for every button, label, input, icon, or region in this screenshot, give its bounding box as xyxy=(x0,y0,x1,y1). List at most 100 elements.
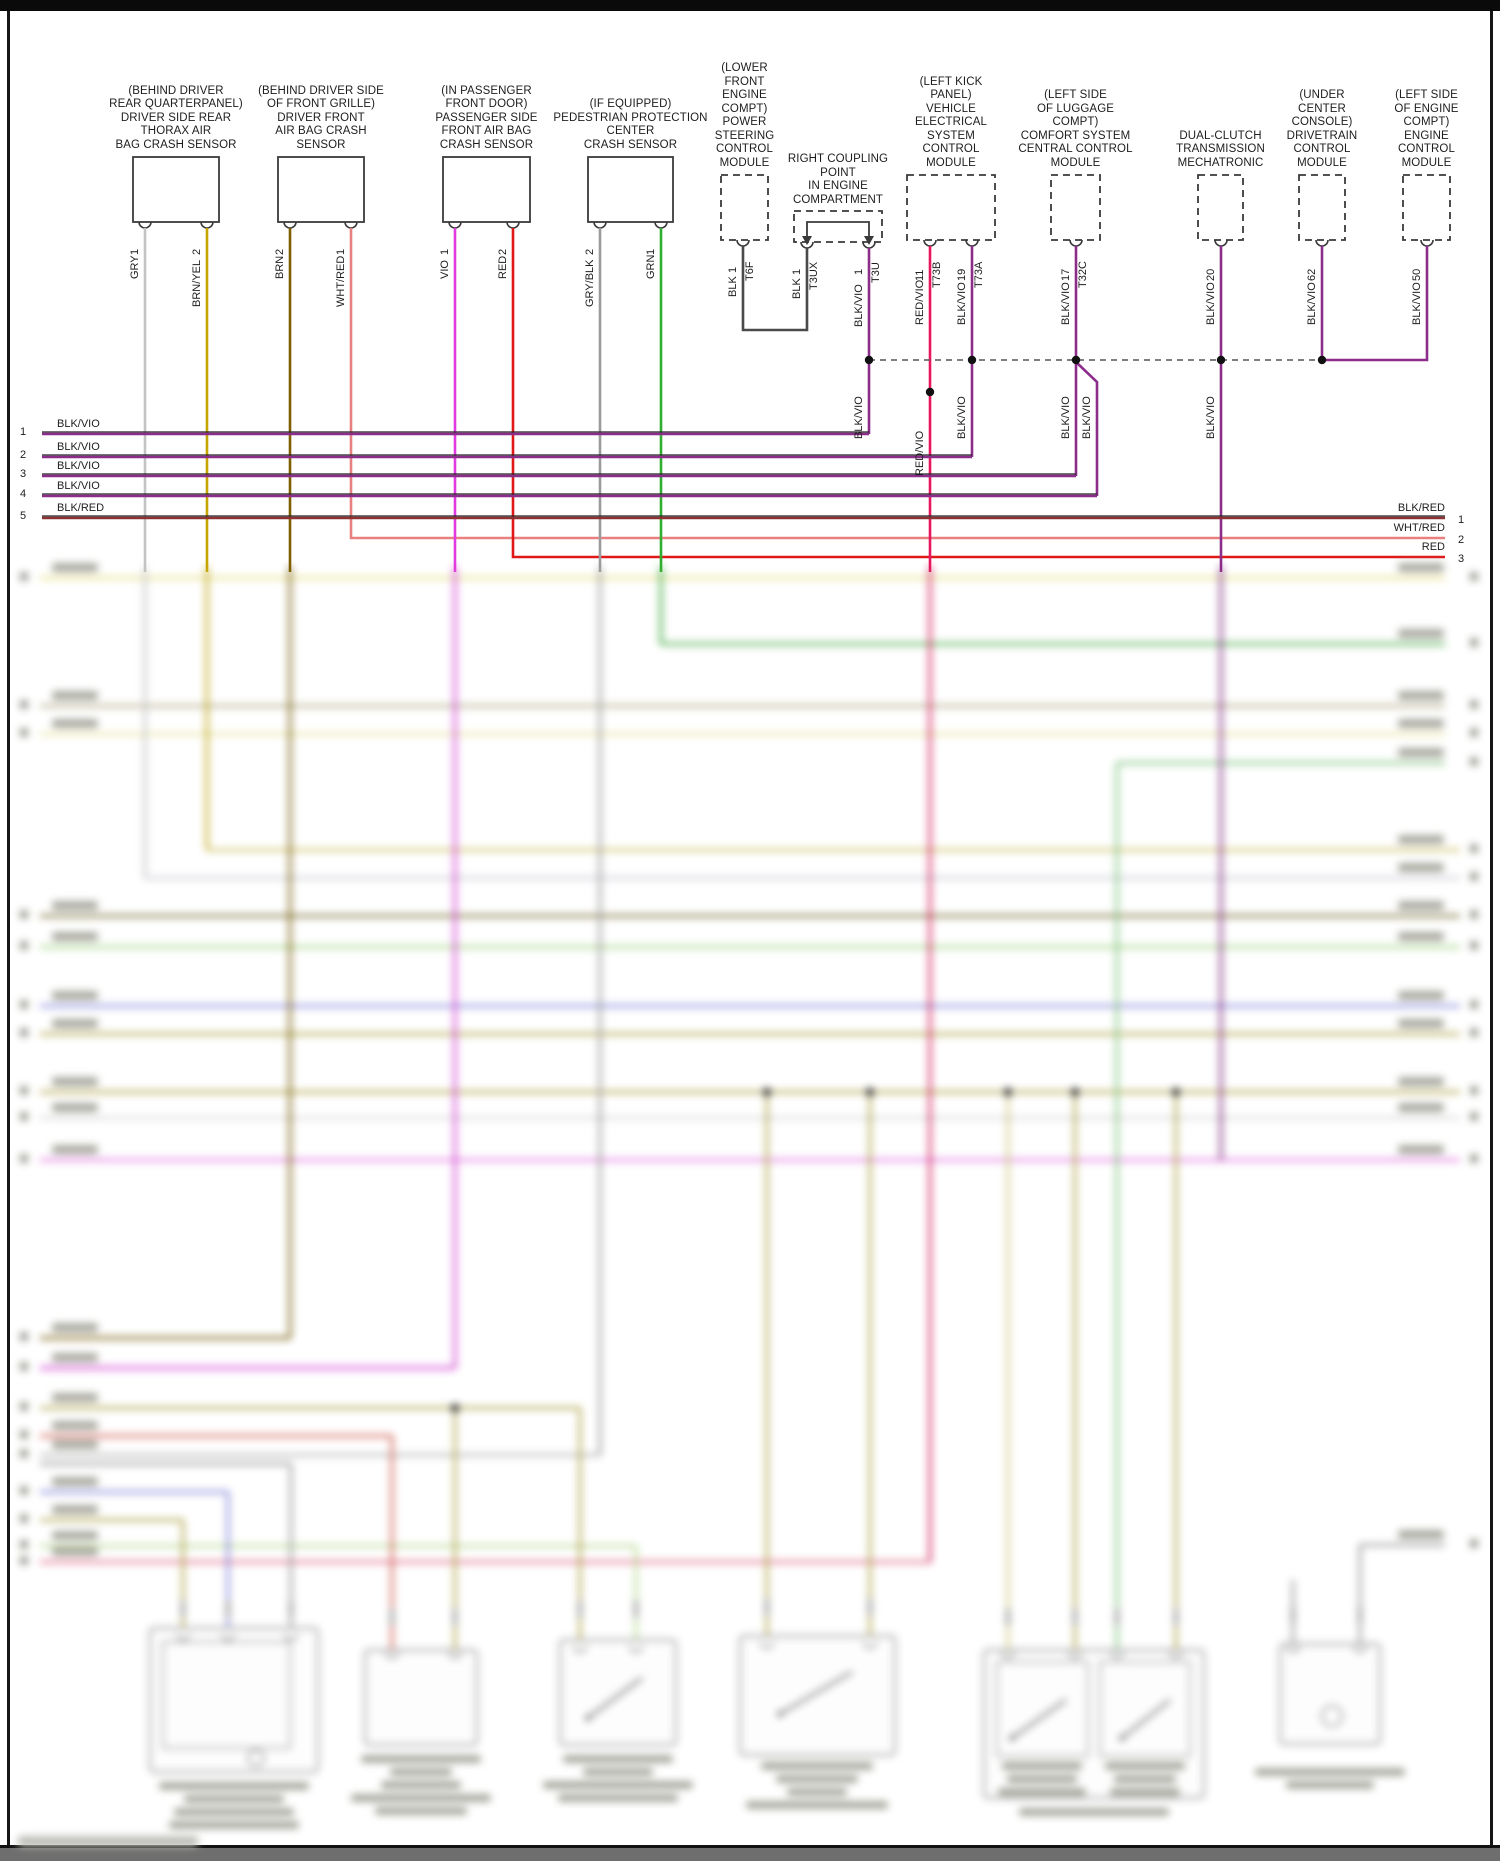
caption-blob xyxy=(169,1821,299,1829)
inline-connector-icon xyxy=(867,1598,873,1616)
component-title-line: (BEHIND DRIVER SIDE xyxy=(258,84,384,97)
wire-color-label: BLK/VIO xyxy=(956,281,968,325)
component-box xyxy=(442,156,531,223)
label-blob xyxy=(1398,691,1444,700)
label-blob xyxy=(52,1547,98,1556)
wire-color-label: GRY/BLK xyxy=(584,259,596,307)
pin-number-label: 19 xyxy=(956,268,968,281)
wire-color-label: BLK/VIO xyxy=(853,283,865,327)
component-title-line: VEHICLE xyxy=(926,102,976,115)
number-blob xyxy=(1470,638,1478,647)
component-title-line: (LEFT KICK xyxy=(919,75,983,88)
number-blob xyxy=(20,1486,28,1495)
component-title-line: SYSTEM xyxy=(927,129,975,142)
pin-cup xyxy=(284,1633,298,1641)
component-title: (UNDER CENTER CONSOLE) DRIVETRAIN CONTROL MOD… xyxy=(1274,89,1370,170)
wire-color-label: GRN xyxy=(645,254,657,280)
pin-number-label: 1 xyxy=(727,266,739,273)
wire-color-label: BLK/VIO xyxy=(853,395,865,439)
component-box xyxy=(793,210,883,243)
component-title: (LEFT SIDE OF LUGGAGE COMPT) COMFORT SYSTEM… xyxy=(1012,89,1140,170)
number-blob xyxy=(20,1514,28,1523)
label-blob xyxy=(1398,1145,1444,1154)
wire-color-label: BLK/VIO xyxy=(1306,281,1318,325)
switch-lever-icon xyxy=(1121,1698,1171,1740)
caption-blob xyxy=(375,1807,467,1815)
component-title-line: ENGINE xyxy=(722,89,767,101)
component-title-line: DRIVER FRONT xyxy=(277,111,365,124)
pin-cup xyxy=(1001,1651,1015,1659)
pin-number-label: 2 xyxy=(584,248,596,255)
inline-connector-icon xyxy=(288,1600,294,1618)
connector-label: T32C xyxy=(1077,261,1089,289)
label-blob xyxy=(52,1323,98,1332)
component-box xyxy=(1197,174,1244,241)
pin-cup xyxy=(863,1641,877,1649)
number-blob xyxy=(1470,1000,1478,1009)
caption-blob xyxy=(381,1781,461,1789)
number-blob xyxy=(20,1430,28,1439)
number-blob xyxy=(20,700,28,709)
component-title-line: CENTRAL CONTROL xyxy=(1018,143,1133,155)
wire-color-label: BRN xyxy=(274,256,286,280)
connector-label: T3UX xyxy=(808,262,820,291)
component-title-line: IN ENGINE xyxy=(808,180,868,192)
label-blob xyxy=(52,1077,98,1086)
rail-continuation-number: 3 xyxy=(1458,553,1465,565)
switch-lever-icon xyxy=(779,1670,853,1716)
pin-cup xyxy=(1286,1645,1300,1653)
label-blob xyxy=(52,1505,98,1514)
rail-continuation-number: 1 xyxy=(1458,514,1465,526)
component-title-line: FRONT xyxy=(724,75,765,88)
wire-color-label: BRN/YEL xyxy=(191,259,203,307)
component-title-line: OF ENGINE xyxy=(1394,102,1459,115)
diagram-blurred-section xyxy=(0,563,1500,1861)
component-title-line: (LEFT SIDE xyxy=(1395,89,1458,101)
inline-connector-icon xyxy=(225,1600,231,1618)
rail-continuation-number: 3 xyxy=(20,468,27,480)
pin-cup xyxy=(448,1651,462,1659)
junction-dot xyxy=(1070,1087,1080,1097)
switch-lever-icon xyxy=(1011,1698,1067,1740)
wire-color-label: BLK/VIO xyxy=(956,395,968,439)
switch-pivot-dot xyxy=(1009,1735,1015,1741)
label-blob xyxy=(52,932,98,941)
label-blob xyxy=(52,563,98,572)
number-blob xyxy=(20,1402,28,1411)
pin-cup xyxy=(176,1633,190,1641)
blurred-component-box xyxy=(982,1648,1206,1800)
number-blob xyxy=(1470,700,1478,709)
inline-connector-icon xyxy=(1005,1608,1011,1626)
inline-connector-icon xyxy=(1114,1608,1120,1626)
pin-number-label: 1 xyxy=(853,268,865,275)
watermark-blob xyxy=(18,1836,198,1847)
wire-color-label: GRY xyxy=(129,255,141,280)
down-arrow-icon xyxy=(864,236,874,245)
inline-connector-icon xyxy=(577,1600,583,1618)
label-blob xyxy=(1398,1103,1444,1112)
component-title-line: ELECTRICAL xyxy=(915,116,987,128)
number-blob xyxy=(20,941,28,950)
rail-continuation-number: 2 xyxy=(20,449,27,461)
component-title: (LEFT KICK PANEL) VEHICLE ELECTRICAL SYSTEM C… xyxy=(896,76,1006,171)
component-box xyxy=(1402,174,1451,241)
wire-color-label: BLK xyxy=(727,276,739,298)
component-title-line: BAG CRASH SENSOR xyxy=(115,138,237,151)
label-blob xyxy=(1398,629,1444,638)
caption-blob xyxy=(776,1775,858,1783)
blurred-component-box xyxy=(1278,1642,1382,1746)
rail-label: RED xyxy=(1421,541,1445,553)
label-blob xyxy=(52,991,98,1000)
junction-dot xyxy=(1003,1087,1013,1097)
switch-pivot-dot xyxy=(585,1715,591,1721)
wire-color-label: RED/VIO xyxy=(914,279,926,325)
wire-color-label: RED xyxy=(497,256,509,280)
number-blob xyxy=(1470,1028,1478,1037)
inline-connector-icon xyxy=(1072,1608,1078,1626)
blurred-component-box xyxy=(363,1648,479,1747)
component-title-line: CRASH SENSOR xyxy=(439,138,534,151)
caption-blob xyxy=(1007,1775,1077,1783)
label-blob xyxy=(1398,748,1444,757)
label-blob xyxy=(52,1440,98,1449)
